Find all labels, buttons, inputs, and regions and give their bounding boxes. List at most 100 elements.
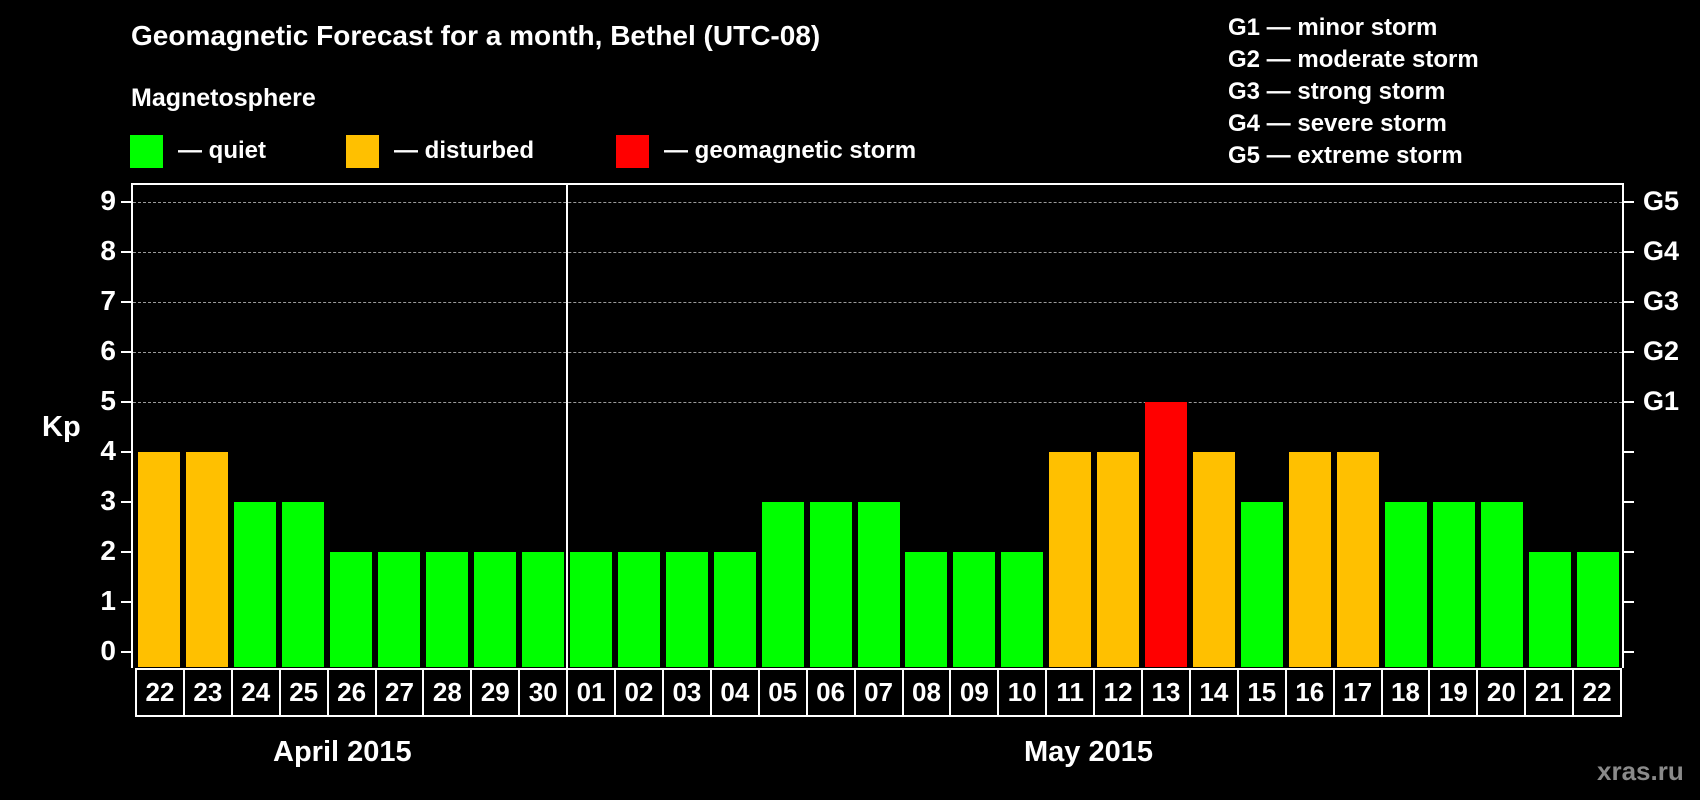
kp-bar-quiet xyxy=(905,552,948,667)
kp-bar-quiet xyxy=(1385,502,1428,667)
kp-bar-quiet xyxy=(1577,552,1620,667)
date-cell: 10 xyxy=(999,670,1048,715)
gridline-9 xyxy=(133,202,1622,203)
g-level-label: G5 xyxy=(1643,186,1680,216)
kp-bar-quiet xyxy=(521,552,564,667)
legend-label-disturbed: — disturbed xyxy=(394,137,535,164)
g-scale-item-g4: G4 — severe storm xyxy=(1228,110,1447,137)
kp-bar-quiet xyxy=(857,502,900,667)
y-tick-mark xyxy=(121,501,131,503)
month-divider xyxy=(566,183,568,668)
date-cell: 04 xyxy=(712,670,760,715)
right-tick-mark xyxy=(1624,501,1634,503)
y-tick-mark xyxy=(121,251,131,253)
date-cell: 13 xyxy=(1143,670,1191,715)
date-cell: 27 xyxy=(377,670,425,715)
date-cell: 01 xyxy=(568,670,617,715)
gridline-6 xyxy=(133,352,1622,353)
y-tick-mark xyxy=(121,401,131,403)
y-tick-mark xyxy=(121,301,131,303)
gridline-5 xyxy=(133,402,1622,403)
date-cell: 15 xyxy=(1239,670,1287,715)
right-tick-mark xyxy=(1624,401,1634,403)
y-tick-mark xyxy=(121,601,131,603)
date-cell: 18 xyxy=(1383,670,1431,715)
magnetosphere-heading: Magnetosphere xyxy=(131,84,316,112)
g-level-label: G1 xyxy=(1643,386,1680,416)
kp-bar-disturbed xyxy=(1097,452,1140,667)
date-cell: 25 xyxy=(281,670,329,715)
date-cell: 26 xyxy=(329,670,377,715)
date-cell: 07 xyxy=(856,670,904,715)
date-cell: 12 xyxy=(1095,670,1144,715)
y-tick-label: 3 xyxy=(100,485,116,516)
gridline-7 xyxy=(133,302,1622,303)
date-cell: 29 xyxy=(472,670,521,715)
kp-bar-quiet xyxy=(1001,552,1044,667)
kp-bar-storm xyxy=(1145,402,1188,667)
y-axis-label: Kp xyxy=(42,411,81,443)
date-cell: 17 xyxy=(1335,670,1383,715)
y-tick-label: 9 xyxy=(100,185,116,216)
kp-bar-quiet xyxy=(665,552,708,667)
g-scale-item-g5: G5 — extreme storm xyxy=(1228,142,1463,169)
kp-bar-quiet xyxy=(1241,502,1284,667)
g-level-label: G3 xyxy=(1643,286,1680,316)
kp-bar-quiet xyxy=(617,552,660,667)
y-tick-mark xyxy=(121,201,131,203)
kp-bar-quiet xyxy=(569,552,612,667)
kp-bar-quiet xyxy=(329,552,372,667)
date-cell: 22 xyxy=(1582,677,1612,707)
gridline-8 xyxy=(133,252,1622,253)
y-tick-label: 6 xyxy=(100,335,116,366)
watermark: xras.ru xyxy=(1597,756,1684,786)
kp-bar-quiet xyxy=(425,552,468,667)
date-cell: 16 xyxy=(1287,670,1335,715)
g-scale-item-g2: G2 — moderate storm xyxy=(1228,46,1479,73)
kp-bar-quiet xyxy=(809,502,852,667)
g-scale-legend: G1 — minor storm G2 — moderate storm G3 … xyxy=(1228,12,1479,172)
y-tick-label: 5 xyxy=(100,385,116,416)
kp-bar-quiet xyxy=(377,552,420,667)
right-tick-mark xyxy=(1624,251,1634,253)
date-cell: 28 xyxy=(424,670,473,715)
y-tick-label: 1 xyxy=(100,585,116,616)
date-axis: 22 23 24 25 26 27 28 29 30 01 02 03 04 05 06 07 08 09 10 11… xyxy=(135,668,1622,717)
chart-title: Geomagnetic Forecast for a month, Bethel… xyxy=(131,20,821,51)
y-tick-mark xyxy=(121,451,131,453)
date-cell: 20 xyxy=(1478,670,1527,715)
right-tick-mark xyxy=(1624,651,1634,653)
date-cell: 24 xyxy=(233,670,281,715)
date-cell: 21 xyxy=(1526,670,1575,715)
month-label-april: April 2015 xyxy=(273,736,412,768)
right-tick-mark xyxy=(1624,351,1634,353)
date-cell: 19 xyxy=(1430,670,1479,715)
month-label-may: May 2015 xyxy=(1024,736,1153,768)
g-level-label: G4 xyxy=(1643,236,1680,266)
date-cell: 08 xyxy=(904,670,952,715)
legend-label-quiet: — quiet xyxy=(178,137,266,164)
kp-bar-quiet xyxy=(761,502,804,667)
kp-bar-quiet xyxy=(713,552,756,667)
kp-bar-disturbed xyxy=(1193,452,1236,667)
date-cell: 22 xyxy=(137,670,185,715)
date-cell: 30 xyxy=(520,670,569,715)
kp-bar-disturbed xyxy=(1289,452,1332,667)
plot-area xyxy=(131,183,1624,668)
legend-label-storm: — geomagnetic storm xyxy=(664,137,917,164)
y-tick-mark xyxy=(121,351,131,353)
date-cell: 23 xyxy=(185,670,233,715)
date-cell: 14 xyxy=(1191,670,1239,715)
kp-bar-quiet xyxy=(1529,552,1572,667)
right-tick-mark xyxy=(1624,201,1634,203)
kp-bar-quiet xyxy=(1433,502,1476,667)
legend-item-quiet: — quiet xyxy=(130,134,266,168)
date-cell: 06 xyxy=(808,670,856,715)
date-cell: 05 xyxy=(760,670,808,715)
right-tick-mark xyxy=(1624,451,1634,453)
legend-item-disturbed: — disturbed xyxy=(346,134,534,168)
date-cell: 03 xyxy=(664,670,712,715)
quiet-swatch-icon xyxy=(130,134,163,168)
kp-bar-quiet xyxy=(953,552,996,667)
right-tick-mark xyxy=(1624,301,1634,303)
